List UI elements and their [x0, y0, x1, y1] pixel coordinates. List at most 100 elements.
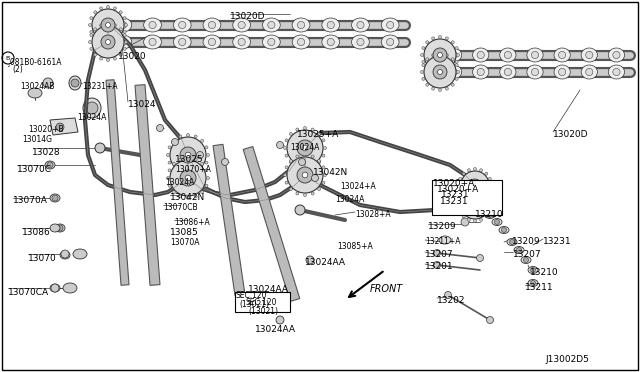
Circle shape	[424, 56, 456, 88]
Circle shape	[461, 171, 489, 199]
Text: 13209: 13209	[428, 222, 456, 231]
Circle shape	[186, 196, 189, 199]
Text: 13024+A: 13024+A	[340, 182, 376, 191]
Text: 13042N: 13042N	[170, 193, 205, 202]
Circle shape	[495, 219, 499, 224]
Circle shape	[289, 132, 292, 135]
Circle shape	[287, 130, 323, 166]
Circle shape	[276, 316, 284, 324]
Circle shape	[185, 152, 191, 158]
Text: J13002D5: J13002D5	[545, 355, 589, 364]
Circle shape	[323, 173, 326, 176]
Text: B: B	[6, 55, 10, 61]
Text: 13070+A: 13070+A	[175, 165, 211, 174]
Circle shape	[317, 132, 321, 135]
Circle shape	[462, 172, 465, 175]
Circle shape	[431, 37, 435, 40]
Ellipse shape	[63, 283, 77, 293]
Circle shape	[170, 137, 206, 173]
Circle shape	[516, 247, 522, 253]
Circle shape	[284, 147, 287, 150]
Circle shape	[179, 195, 182, 198]
Text: 13231: 13231	[440, 197, 468, 206]
Circle shape	[92, 9, 124, 41]
Circle shape	[479, 169, 483, 172]
Circle shape	[209, 38, 216, 46]
Circle shape	[296, 155, 299, 158]
Ellipse shape	[521, 257, 531, 263]
Circle shape	[201, 162, 204, 166]
Ellipse shape	[173, 18, 191, 32]
Text: 13020D: 13020D	[553, 130, 589, 139]
Text: 13070C: 13070C	[17, 165, 52, 174]
Text: 13211+A: 13211+A	[425, 237, 461, 246]
Circle shape	[157, 125, 163, 131]
Circle shape	[201, 190, 204, 194]
Circle shape	[71, 79, 79, 87]
Circle shape	[119, 22, 127, 29]
Circle shape	[100, 24, 102, 27]
Circle shape	[268, 22, 275, 29]
Text: 13024A: 13024A	[77, 113, 106, 122]
Circle shape	[474, 187, 477, 190]
Ellipse shape	[50, 284, 60, 292]
Circle shape	[205, 184, 208, 187]
Ellipse shape	[492, 218, 502, 225]
Circle shape	[509, 240, 515, 244]
Circle shape	[106, 42, 109, 45]
Circle shape	[485, 192, 488, 195]
Ellipse shape	[322, 35, 340, 49]
Circle shape	[322, 181, 325, 184]
Circle shape	[438, 71, 442, 74]
Text: 13070CB: 13070CB	[163, 203, 198, 212]
Text: 13020+B: 13020+B	[28, 125, 63, 134]
Text: 13028: 13028	[32, 148, 61, 157]
Circle shape	[474, 199, 477, 202]
Ellipse shape	[500, 65, 516, 79]
Circle shape	[90, 33, 93, 36]
Circle shape	[106, 39, 111, 44]
Circle shape	[467, 218, 470, 221]
Ellipse shape	[381, 35, 399, 49]
Circle shape	[100, 40, 102, 43]
Ellipse shape	[445, 48, 461, 62]
Circle shape	[474, 219, 477, 222]
Circle shape	[473, 183, 477, 187]
Circle shape	[297, 140, 313, 156]
Circle shape	[479, 218, 483, 221]
Ellipse shape	[73, 249, 87, 259]
Ellipse shape	[351, 18, 369, 32]
Circle shape	[179, 38, 186, 46]
Circle shape	[357, 22, 364, 29]
Circle shape	[451, 66, 454, 69]
Text: 13086: 13086	[22, 228, 51, 237]
Ellipse shape	[499, 227, 509, 234]
Circle shape	[119, 38, 127, 46]
Circle shape	[531, 51, 539, 59]
Circle shape	[201, 168, 204, 171]
Ellipse shape	[114, 18, 132, 32]
Circle shape	[186, 134, 189, 137]
Circle shape	[266, 294, 274, 302]
Circle shape	[473, 203, 477, 207]
Circle shape	[186, 157, 189, 160]
Circle shape	[424, 39, 456, 71]
Circle shape	[311, 192, 314, 195]
Circle shape	[357, 38, 364, 46]
Ellipse shape	[507, 238, 517, 246]
Bar	[235, 292, 290, 312]
Circle shape	[433, 48, 447, 62]
Circle shape	[86, 102, 98, 114]
Polygon shape	[135, 84, 160, 285]
Circle shape	[455, 60, 458, 63]
Circle shape	[311, 155, 314, 158]
Circle shape	[445, 70, 449, 73]
Circle shape	[62, 252, 68, 258]
Circle shape	[285, 154, 288, 157]
Text: 13025+A: 13025+A	[297, 130, 339, 139]
Circle shape	[168, 146, 171, 149]
Circle shape	[285, 139, 288, 142]
Circle shape	[196, 151, 204, 158]
Circle shape	[459, 177, 461, 180]
Circle shape	[456, 71, 460, 74]
